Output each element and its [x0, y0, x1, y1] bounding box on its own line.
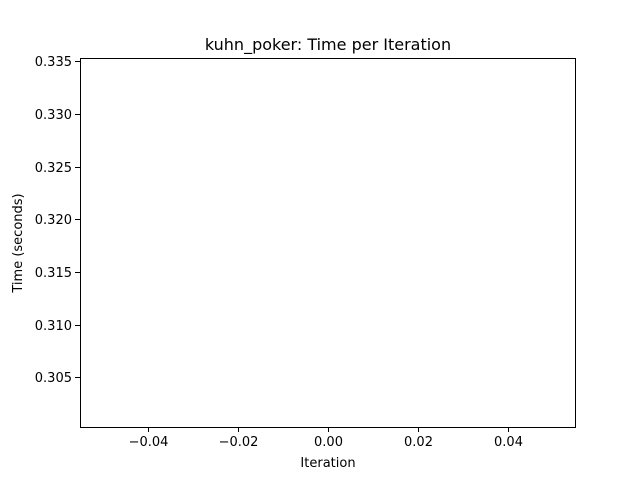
- y-axis-label: Time (seconds): [11, 193, 26, 293]
- y-tick-label: 0.310: [35, 319, 72, 334]
- y-tick-label: 0.335: [35, 55, 72, 70]
- x-tick-label: 0.02: [404, 435, 433, 450]
- x-axis-label: Iteration: [300, 456, 355, 471]
- y-tick-label: 0.315: [35, 266, 72, 281]
- y-tick-label: 0.330: [35, 108, 72, 123]
- y-tick-label: 0.325: [35, 161, 72, 176]
- x-tick-label: 0.04: [494, 435, 523, 450]
- y-axis: 0.305 0.310 0.315 0.320 0.325 0.330 0.335: [35, 55, 80, 386]
- x-tick-label: 0.00: [314, 435, 343, 450]
- y-tick-label: 0.305: [35, 371, 72, 386]
- x-tick-label: −0.04: [129, 435, 169, 450]
- x-axis: −0.04 −0.02 0.00 0.02 0.04: [129, 427, 523, 450]
- chart-title: kuhn_poker: Time per Iteration: [205, 35, 451, 55]
- x-tick-label: −0.02: [219, 435, 259, 450]
- y-tick-label: 0.320: [35, 213, 72, 228]
